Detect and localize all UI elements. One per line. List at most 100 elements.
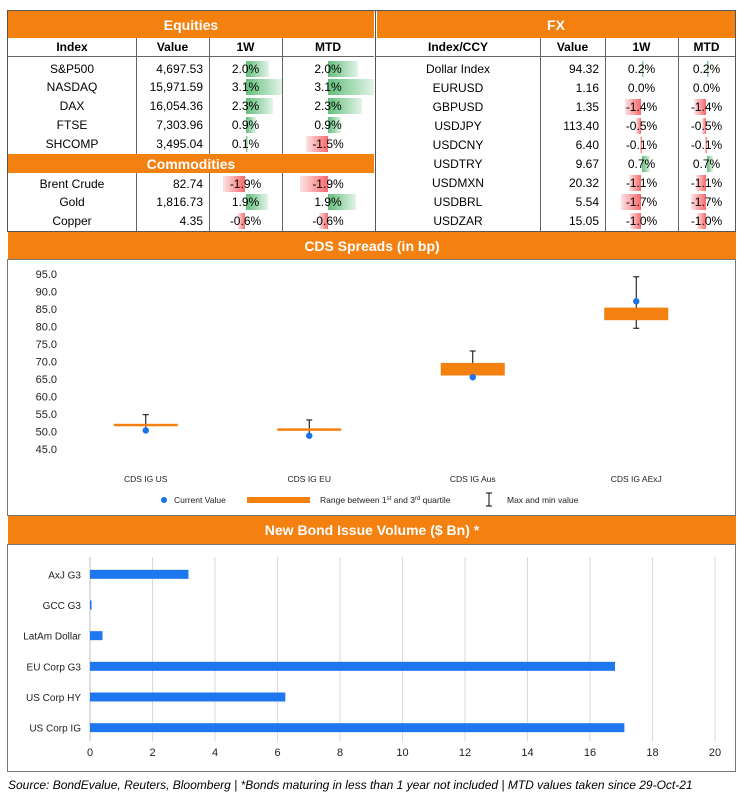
fx-row-w1-text: 0.0% — [627, 80, 656, 95]
fx-row-mtd: 0.0% — [678, 78, 735, 97]
bond-xtick-label: 20 — [709, 747, 721, 759]
equities-row-value: 16,054.36 — [149, 99, 203, 114]
commodities-w1-databar — [223, 175, 246, 192]
equities-colhdr-1: Value — [156, 40, 189, 54]
fx-mtd-databar — [706, 60, 709, 77]
fx-row-w1-text: -0.5% — [625, 118, 658, 133]
fx-row-mtd-text: 0.2% — [692, 61, 721, 76]
cds-header: CDS Spreads (in bp) — [8, 232, 736, 259]
fx-row-name: USDJPY — [434, 118, 482, 133]
cds-quartile-box — [604, 307, 669, 321]
commodities-row-mtd: -1.9% — [282, 174, 374, 193]
bond-category-label: US Corp HY — [26, 693, 81, 704]
equities-row-w1: 2.0% — [209, 59, 282, 78]
fx-w1-databar — [628, 175, 642, 192]
section-divider — [375, 10, 376, 232]
commodities-col-rule — [136, 173, 137, 231]
cds-quartile-box — [440, 362, 505, 376]
cds-ytick-label: 95.0 — [36, 269, 57, 281]
equities-header: Equities — [8, 11, 374, 38]
fx-w1-databar — [641, 156, 650, 172]
legend-range-range_post: quartile — [420, 495, 451, 505]
fx-row-mtd-text: -0.1% — [690, 137, 723, 152]
commodities-row-mtd-text: -0.6% — [312, 214, 344, 229]
equities-row-w1: 0.1% — [209, 134, 282, 153]
fx-row-w1-text: 0.7% — [627, 157, 656, 171]
fx-row-w1-text: -1.7% — [625, 195, 658, 210]
bond-bar — [90, 661, 615, 671]
equities-row-value: 15,971.59 — [149, 80, 203, 95]
fx-mtd-databar — [704, 136, 707, 153]
cds-current-point — [306, 432, 313, 439]
bond-bar — [90, 600, 92, 610]
commodities-row-mtd: 1.9% — [282, 193, 374, 212]
bond-xtick-label: 16 — [584, 747, 596, 759]
fx-row-value: 113.40 — [563, 118, 599, 133]
fx-col-rule — [678, 38, 679, 231]
bond-category-label: EU Corp G3 — [27, 662, 82, 673]
fx-row-name: USDMXN — [431, 176, 484, 191]
fx-row-mtd-text: -1.4% — [690, 99, 723, 114]
equities-mtd-databar — [305, 135, 328, 152]
commodities-col-rule — [282, 173, 283, 231]
legend-current-label: Current Value — [174, 495, 226, 505]
bond-chart: 0 2 4 6 8 10 12 14 16 18 20 AxJ G3 GCC G3 LatAm Dolla… — [23, 557, 721, 759]
fx-row-mtd: -0.5% — [678, 116, 735, 135]
fx-row-name: USDZAR — [433, 214, 483, 229]
equities-row-mtd-text: 3.1% — [314, 80, 342, 95]
fx-row-mtd-text: 0.0% — [692, 80, 721, 95]
equities-mtd-databar — [328, 116, 342, 133]
commodities-w1-databar — [245, 194, 268, 211]
legend-range-range_sup1: st — [387, 496, 392, 502]
equities-row-w1: 3.1% — [209, 78, 282, 97]
bond-category-label: AxJ G3 — [48, 570, 81, 581]
commodities-header: Commodities — [8, 154, 374, 173]
bond-xtick-label: 4 — [212, 747, 218, 759]
fx-row-value: 9.67 — [575, 157, 599, 171]
fx-w1-databar — [639, 136, 642, 153]
fx-row-value: 20.32 — [568, 176, 599, 191]
fx-w1-databar — [635, 117, 642, 134]
bond-frame — [7, 544, 736, 772]
equities-row-w1-text: 0.9% — [231, 117, 260, 132]
equities-row-value: 4,697.53 — [156, 61, 203, 76]
cds-quartile-box — [113, 423, 178, 427]
commodities-row-value: 82.74 — [172, 176, 203, 191]
equities-row-value: 7,303.96 — [156, 117, 203, 132]
bond-bar — [90, 692, 286, 702]
commodities-row-value: 1,816.73 — [156, 195, 203, 210]
fx-w1-databar — [625, 98, 642, 115]
fx-row-mtd: -1.1% — [678, 174, 735, 193]
fx-row-w1-text: -1.1% — [625, 176, 658, 191]
commodities-mtd-databar — [328, 194, 357, 211]
equities-row-w1-text: 2.3% — [231, 99, 260, 114]
fx-row-mtd: -0.1% — [678, 135, 735, 154]
equities-row-name: DAX — [59, 99, 85, 114]
commodities-row-w1-text: 1.9% — [231, 195, 260, 210]
bond-bar — [90, 631, 103, 641]
fx-row-value: 1.16 — [575, 80, 599, 95]
cds-ytick-label: 45.0 — [36, 444, 57, 456]
commodities-mtd-databar — [299, 175, 328, 192]
bond-category-label: LatAm Dollar — [23, 632, 81, 643]
fx-col-rule — [605, 38, 606, 231]
cds-ytick-label: 85.0 — [36, 304, 57, 316]
equities-row-mtd-text: 0.9% — [314, 117, 342, 132]
fx-row-w1: -1.7% — [605, 193, 678, 212]
bond-xtick-label: 6 — [274, 747, 280, 759]
commodities-row-w1-text: -1.9% — [229, 176, 262, 191]
fx-row-mtd-text: -1.1% — [690, 176, 723, 191]
equities-colhdr-0: Index — [56, 40, 88, 54]
fx-row-name: Dollar Index — [425, 61, 491, 76]
fx-w1-databar — [621, 194, 642, 211]
fx-colhdr-3: MTD — [693, 40, 720, 54]
equities-mtd-databar — [328, 98, 363, 115]
bond-category-label: US Corp IG — [29, 724, 81, 735]
fx-row-name: USDTRY — [433, 157, 483, 171]
legend-range-range_pre: Range between 1 — [320, 495, 387, 505]
cds-current-point — [142, 427, 149, 434]
bond-category-label: GCC G3 — [43, 601, 82, 612]
equities-row-mtd: 2.3% — [282, 97, 374, 116]
fx-row-mtd-text: -0.5% — [690, 118, 723, 133]
equities-col-rule — [209, 38, 210, 154]
